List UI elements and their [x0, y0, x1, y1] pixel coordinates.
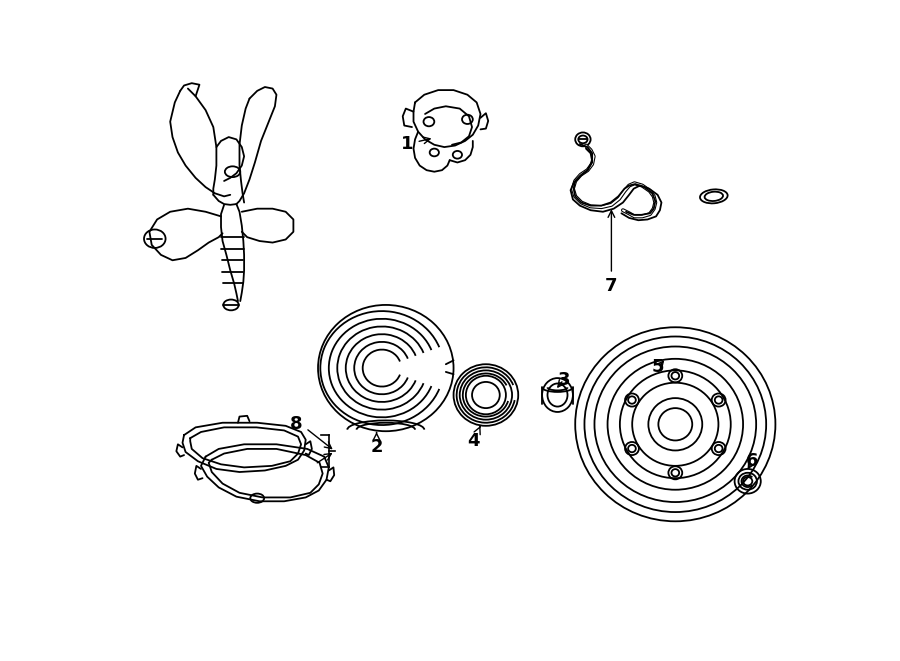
Text: 8: 8 [290, 414, 302, 432]
Text: 7: 7 [605, 211, 617, 295]
Text: 2: 2 [370, 433, 382, 456]
Text: 4: 4 [467, 427, 481, 450]
Text: 1: 1 [401, 135, 430, 153]
Text: 3: 3 [557, 371, 570, 389]
Text: 6: 6 [746, 452, 759, 470]
Text: 5: 5 [652, 358, 664, 376]
